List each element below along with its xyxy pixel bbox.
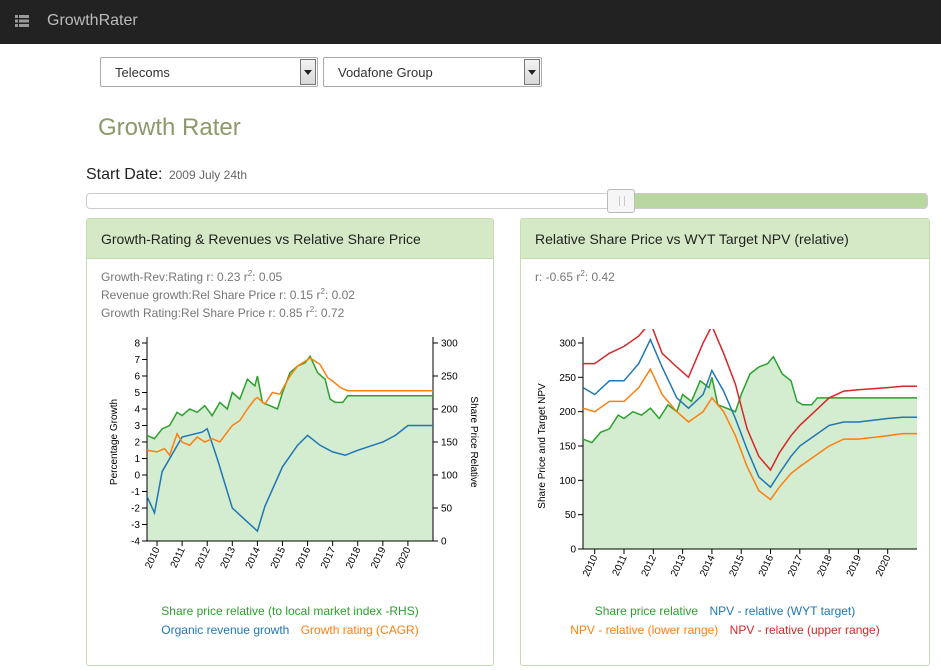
series-line-orange (146, 357, 433, 457)
series-line-orange (582, 367, 917, 501)
y-tick-label: 6 (134, 372, 140, 383)
y-tick-label: -3 (131, 520, 140, 531)
list-icon[interactable] (15, 15, 29, 27)
growth-chart: -4 -3 -2 -1 0 1 2 3 4 5 6 7 8 0 50 100 150 200 250 300 2010 2… (109, 337, 479, 570)
page-title: Growth Rater (98, 114, 241, 141)
top-navbar: GrowthRater (0, 0, 941, 44)
chart-legend: Share price relative NPV - relative (WYT… (521, 604, 929, 618)
y2-tick-label: 50 (441, 504, 453, 515)
x-tick-label: 2014 (698, 553, 718, 578)
x-tick-label: 2020 (874, 553, 894, 578)
y-tick-label: 3 (134, 421, 140, 432)
x-tick-label: 2016 (757, 553, 777, 578)
legend-share-price: Share price relative (594, 604, 699, 618)
y2-tick-label: 300 (441, 339, 458, 350)
y-tick-label: 50 (565, 510, 577, 521)
x-tick-label: 2018 (344, 545, 364, 570)
date-slider-handle[interactable] (606, 189, 635, 213)
legend-growth-rating: Growth rating (CAGR) (300, 623, 419, 637)
legend-npv-upper: NPV - relative (upper range) (729, 623, 880, 637)
y-tick-label: 4 (134, 405, 140, 416)
y-tick-label: 300 (559, 339, 576, 350)
x-tick-label: 2010 (143, 545, 163, 570)
company-select-value: Vodafone Group (338, 65, 433, 80)
x-tick-label: 2020 (394, 545, 414, 570)
legend-npv-lower: NPV - relative (lower range) (570, 623, 719, 637)
y-tick-label: 150 (559, 442, 576, 453)
start-date: Start Date: 2009 July 24th (86, 166, 247, 184)
y-tick-label: 2 (134, 438, 140, 449)
share-price-npv-panel: Relative Share Price vs WYT Target NPV (… (520, 218, 930, 666)
panel-title: Growth-Rating & Revenues vs Relative Sha… (87, 219, 493, 259)
x-tick-label: 2013 (669, 553, 689, 578)
x-tick-label: 2014 (244, 545, 264, 570)
x-tick-label: 2018 (815, 553, 835, 578)
y-tick-label: 5 (134, 388, 140, 399)
series-line-blue (582, 337, 917, 489)
x-tick-label: 2012 (194, 545, 214, 570)
series-line-red (583, 329, 917, 472)
chart-legend: Organic revenue growth Growth rating (CA… (87, 623, 493, 637)
y2-tick-label: 150 (441, 438, 458, 449)
y-tick-label: -2 (131, 504, 140, 515)
y-tick-label: 100 (559, 476, 576, 487)
series-line-blue (146, 424, 433, 533)
chevron-down-icon[interactable] (524, 59, 540, 85)
stat-line: Growth-Rev:Rating r: 0.23 r2: 0.05 (101, 269, 283, 284)
y2-tick-label: 200 (441, 405, 458, 416)
x-tick-label: 2019 (369, 545, 389, 570)
y-tick-label: 0 (570, 545, 576, 556)
y-axis-label: Share Price and Target NPV (537, 383, 548, 509)
x-tick-label: 2017 (786, 553, 806, 578)
sector-select[interactable]: Telecoms (100, 57, 318, 87)
y-tick-label: -1 (131, 487, 140, 498)
chart-legend: Share price relative (to local market in… (87, 604, 493, 618)
chart-legend: NPV - relative (lower range) NPV - relat… (521, 623, 929, 637)
series-area (147, 356, 433, 541)
company-select[interactable]: Vodafone Group (323, 57, 542, 87)
stat-line: r: -0.65 r2: 0.42 (535, 269, 615, 284)
x-tick-label: 2015 (728, 553, 748, 578)
x-tick-label: 2015 (269, 545, 289, 570)
y2-tick-label: 100 (441, 471, 458, 482)
y2-tick-label: 0 (441, 537, 447, 548)
panel-title: Relative Share Price vs WYT Target NPV (… (521, 219, 929, 259)
x-tick-label: 2017 (319, 545, 339, 570)
growth-rating-panel: Growth-Rating & Revenues vs Relative Sha… (86, 218, 494, 666)
y-tick-label: 250 (559, 373, 576, 384)
chevron-down-icon[interactable] (300, 59, 316, 85)
y-tick-label: 7 (134, 355, 140, 366)
y-tick-label: 0 (134, 471, 140, 482)
x-tick-label: 2011 (611, 553, 630, 578)
x-tick-label: 2016 (294, 545, 314, 570)
y-tick-label: 200 (559, 407, 576, 418)
y2-axis-label: Share Price Relative (468, 396, 479, 488)
y2-tick-label: 250 (441, 372, 458, 383)
date-slider-range (621, 194, 927, 208)
x-tick-label: 2012 (640, 553, 660, 578)
start-date-value: 2009 July 24th (168, 168, 247, 182)
x-tick-label: 2013 (219, 545, 239, 570)
date-slider-track[interactable] (86, 193, 928, 209)
npv-chart: 0 50 100 150 200 250 300 2010 2011 2012 2013 2014 20… (537, 329, 917, 578)
y-tick-label: 1 (134, 454, 140, 465)
legend-revenue-growth: Organic revenue growth (161, 623, 290, 637)
series-area (583, 356, 917, 549)
legend-share-price: Share price relative (to local market in… (161, 604, 419, 618)
y-axis-label: Percentage Growth (109, 399, 120, 485)
stat-line: Growth Rating:Rel Share Price r: 0.85 r2… (101, 305, 345, 320)
sector-select-value: Telecoms (115, 65, 170, 80)
x-tick-label: 2011 (169, 545, 188, 570)
stat-line: Revenue growth:Rel Share Price r: 0.15 r… (101, 287, 355, 302)
y-tick-label: 8 (134, 339, 140, 350)
start-date-label: Start Date: (86, 166, 163, 183)
app-title[interactable]: GrowthRater (47, 12, 138, 29)
x-tick-label: 2010 (581, 553, 601, 578)
y-tick-label: -4 (131, 537, 140, 548)
legend-npv-target: NPV - relative (WYT target) (709, 604, 856, 618)
x-tick-label: 2019 (845, 553, 865, 578)
